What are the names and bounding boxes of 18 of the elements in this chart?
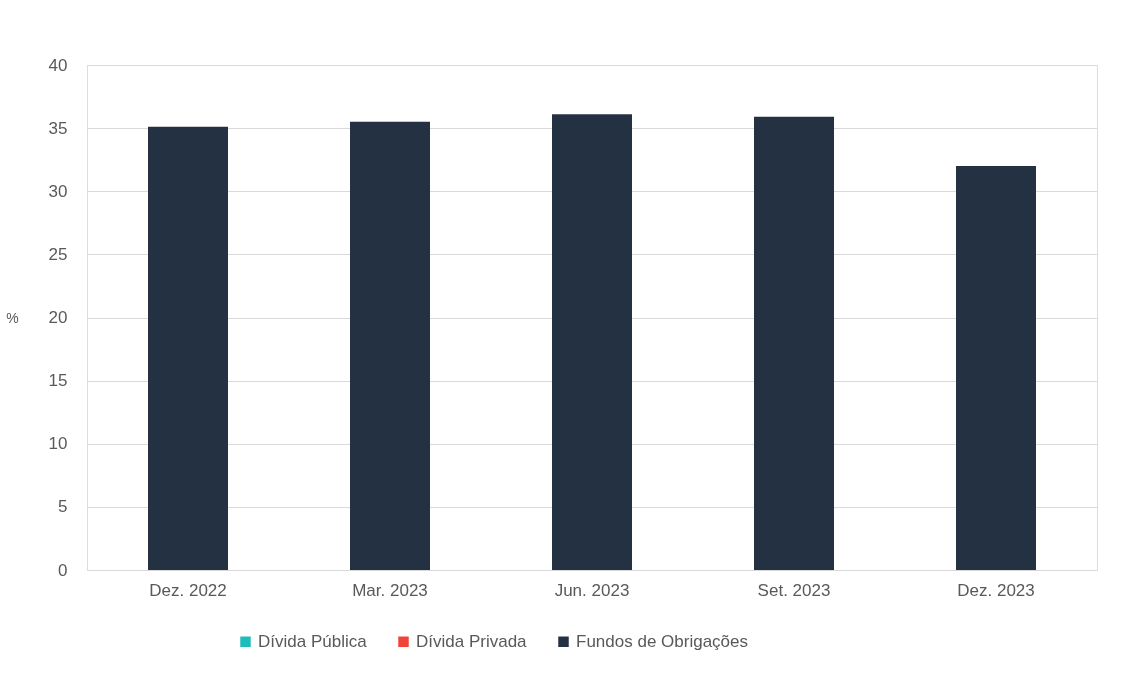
y-tick-label: 20	[48, 308, 68, 327]
y-tick-label: 10	[48, 434, 68, 454]
y-tick-label: 35	[48, 118, 68, 138]
x-tick-label: Mar. 2023	[352, 580, 428, 600]
legend-label: Dívida Pública	[258, 631, 368, 651]
y-axis-title: %	[6, 309, 19, 326]
legend-label: Fundos de Obrigações	[576, 631, 748, 651]
x-tick-label: Set. 2023	[757, 580, 831, 600]
x-tick-label: Dez. 2023	[957, 580, 1035, 600]
x-tick-label: Dez. 2022	[149, 580, 227, 600]
y-tick-label: 25	[48, 244, 68, 264]
x-tick-label: Jun. 2023	[554, 580, 630, 600]
legend-label: Dívida Privada	[416, 631, 528, 651]
y-tick-label: 5	[58, 497, 68, 517]
y-tick-label: 40	[48, 55, 68, 75]
y-tick-label: 0	[58, 560, 68, 580]
y-tick-label: 30	[48, 181, 68, 201]
y-tick-label: 15	[48, 371, 68, 391]
